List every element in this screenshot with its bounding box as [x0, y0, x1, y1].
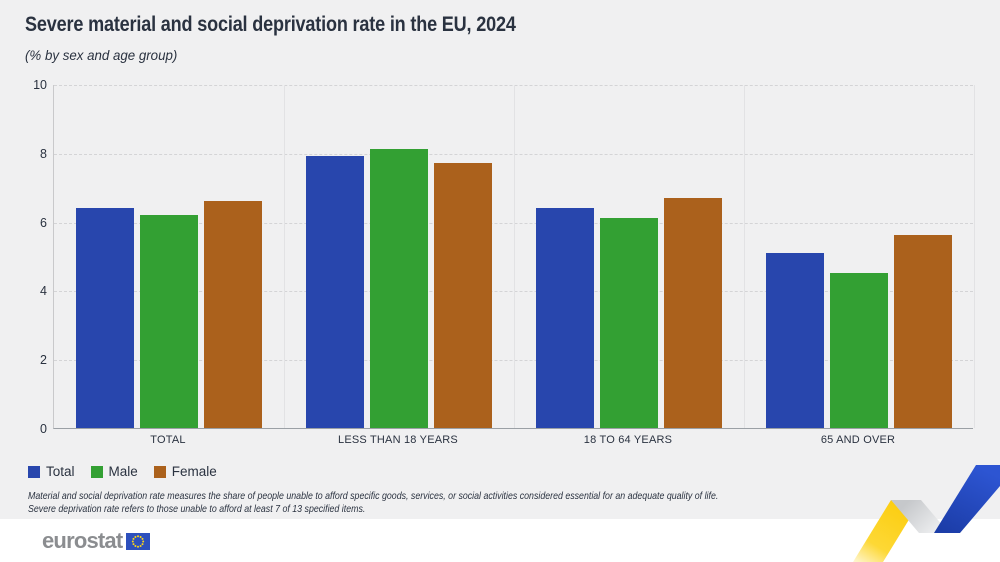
x-axis-label-18-to-64-years: 18 TO 64 YEARS	[583, 434, 673, 446]
legend-swatch-male	[90, 465, 103, 478]
bar-group-65-and-over	[744, 85, 974, 428]
footnote-line-1: Material and social deprivation rate mea…	[28, 490, 719, 502]
category-separator-2	[514, 85, 515, 428]
bar-total-less-than-18-years	[306, 156, 364, 428]
bar-group-total	[54, 85, 284, 428]
x-axis-label-65-and-over: 65 AND OVER	[820, 434, 896, 446]
bar-male-total	[140, 214, 198, 428]
legend-label-female: Female	[171, 464, 217, 479]
x-axis-label-total: TOTAL	[150, 434, 186, 446]
footer-bar	[0, 519, 1000, 562]
legend-swatch-female	[153, 465, 166, 478]
y-tick-label-8: 8	[40, 146, 47, 161]
legend-item-total: Total	[28, 464, 75, 479]
legend-label-total: Total	[46, 464, 75, 479]
chart-footnote: Material and social deprivation rate mea…	[28, 490, 718, 516]
eurostat-logo: eurostat	[42, 528, 151, 554]
chart-legend: Total Male Female	[28, 464, 217, 479]
legend-item-male: Male	[90, 464, 138, 479]
gridline-6	[54, 222, 973, 224]
bar-female-65-and-over	[894, 235, 952, 428]
bar-male-less-than-18-years	[370, 149, 428, 428]
bar-total-18-to-64-years	[536, 207, 594, 428]
category-separator-1	[284, 85, 285, 428]
bar-female-less-than-18-years	[434, 163, 492, 428]
bar-male-65-and-over	[830, 273, 888, 428]
footnote-line-2: Severe deprivation rate refers to those …	[28, 503, 366, 515]
ribbon-graphic	[853, 465, 1000, 562]
bar-female-18-to-64-years	[664, 197, 722, 428]
bar-total-65-and-over	[766, 252, 824, 428]
category-separator-4	[974, 85, 975, 428]
bar-total-total	[76, 207, 134, 428]
page-title: Severe material and social deprivation r…	[25, 13, 516, 36]
legend-swatch-total	[28, 465, 40, 478]
gridline-4	[54, 291, 973, 293]
page-subtitle: (% by sex and age group)	[25, 47, 178, 63]
category-separator-3	[744, 85, 745, 428]
gridline-2	[54, 360, 973, 362]
bar-female-total	[204, 201, 262, 428]
plot-area: 0 2 4 6 8 10	[33, 78, 975, 436]
y-tick-label-6: 6	[40, 215, 47, 230]
gridline-8	[54, 153, 973, 155]
eu-flag-icon	[126, 532, 151, 550]
bar-group-18-to-64-years	[514, 85, 744, 428]
y-tick-label-10: 10	[33, 78, 47, 92]
bar-group-less-than-18-years	[284, 85, 514, 428]
gridline-10	[54, 85, 973, 86]
eurostat-logo-text: eurostat	[42, 528, 123, 553]
x-axis-label-less-than-18-years: LESS THAN 18 YEARS	[338, 434, 458, 446]
y-tick-label-2: 2	[40, 353, 47, 368]
bar-male-18-to-64-years	[600, 218, 658, 428]
legend-label-male: Male	[108, 464, 138, 479]
legend-item-female: Female	[153, 464, 217, 479]
y-tick-label-0: 0	[40, 422, 47, 436]
y-tick-label-4: 4	[40, 284, 47, 299]
x-axis-labels: TOTAL LESS THAN 18 YEARS 18 TO 64 YEARS 65 …	[53, 434, 973, 450]
